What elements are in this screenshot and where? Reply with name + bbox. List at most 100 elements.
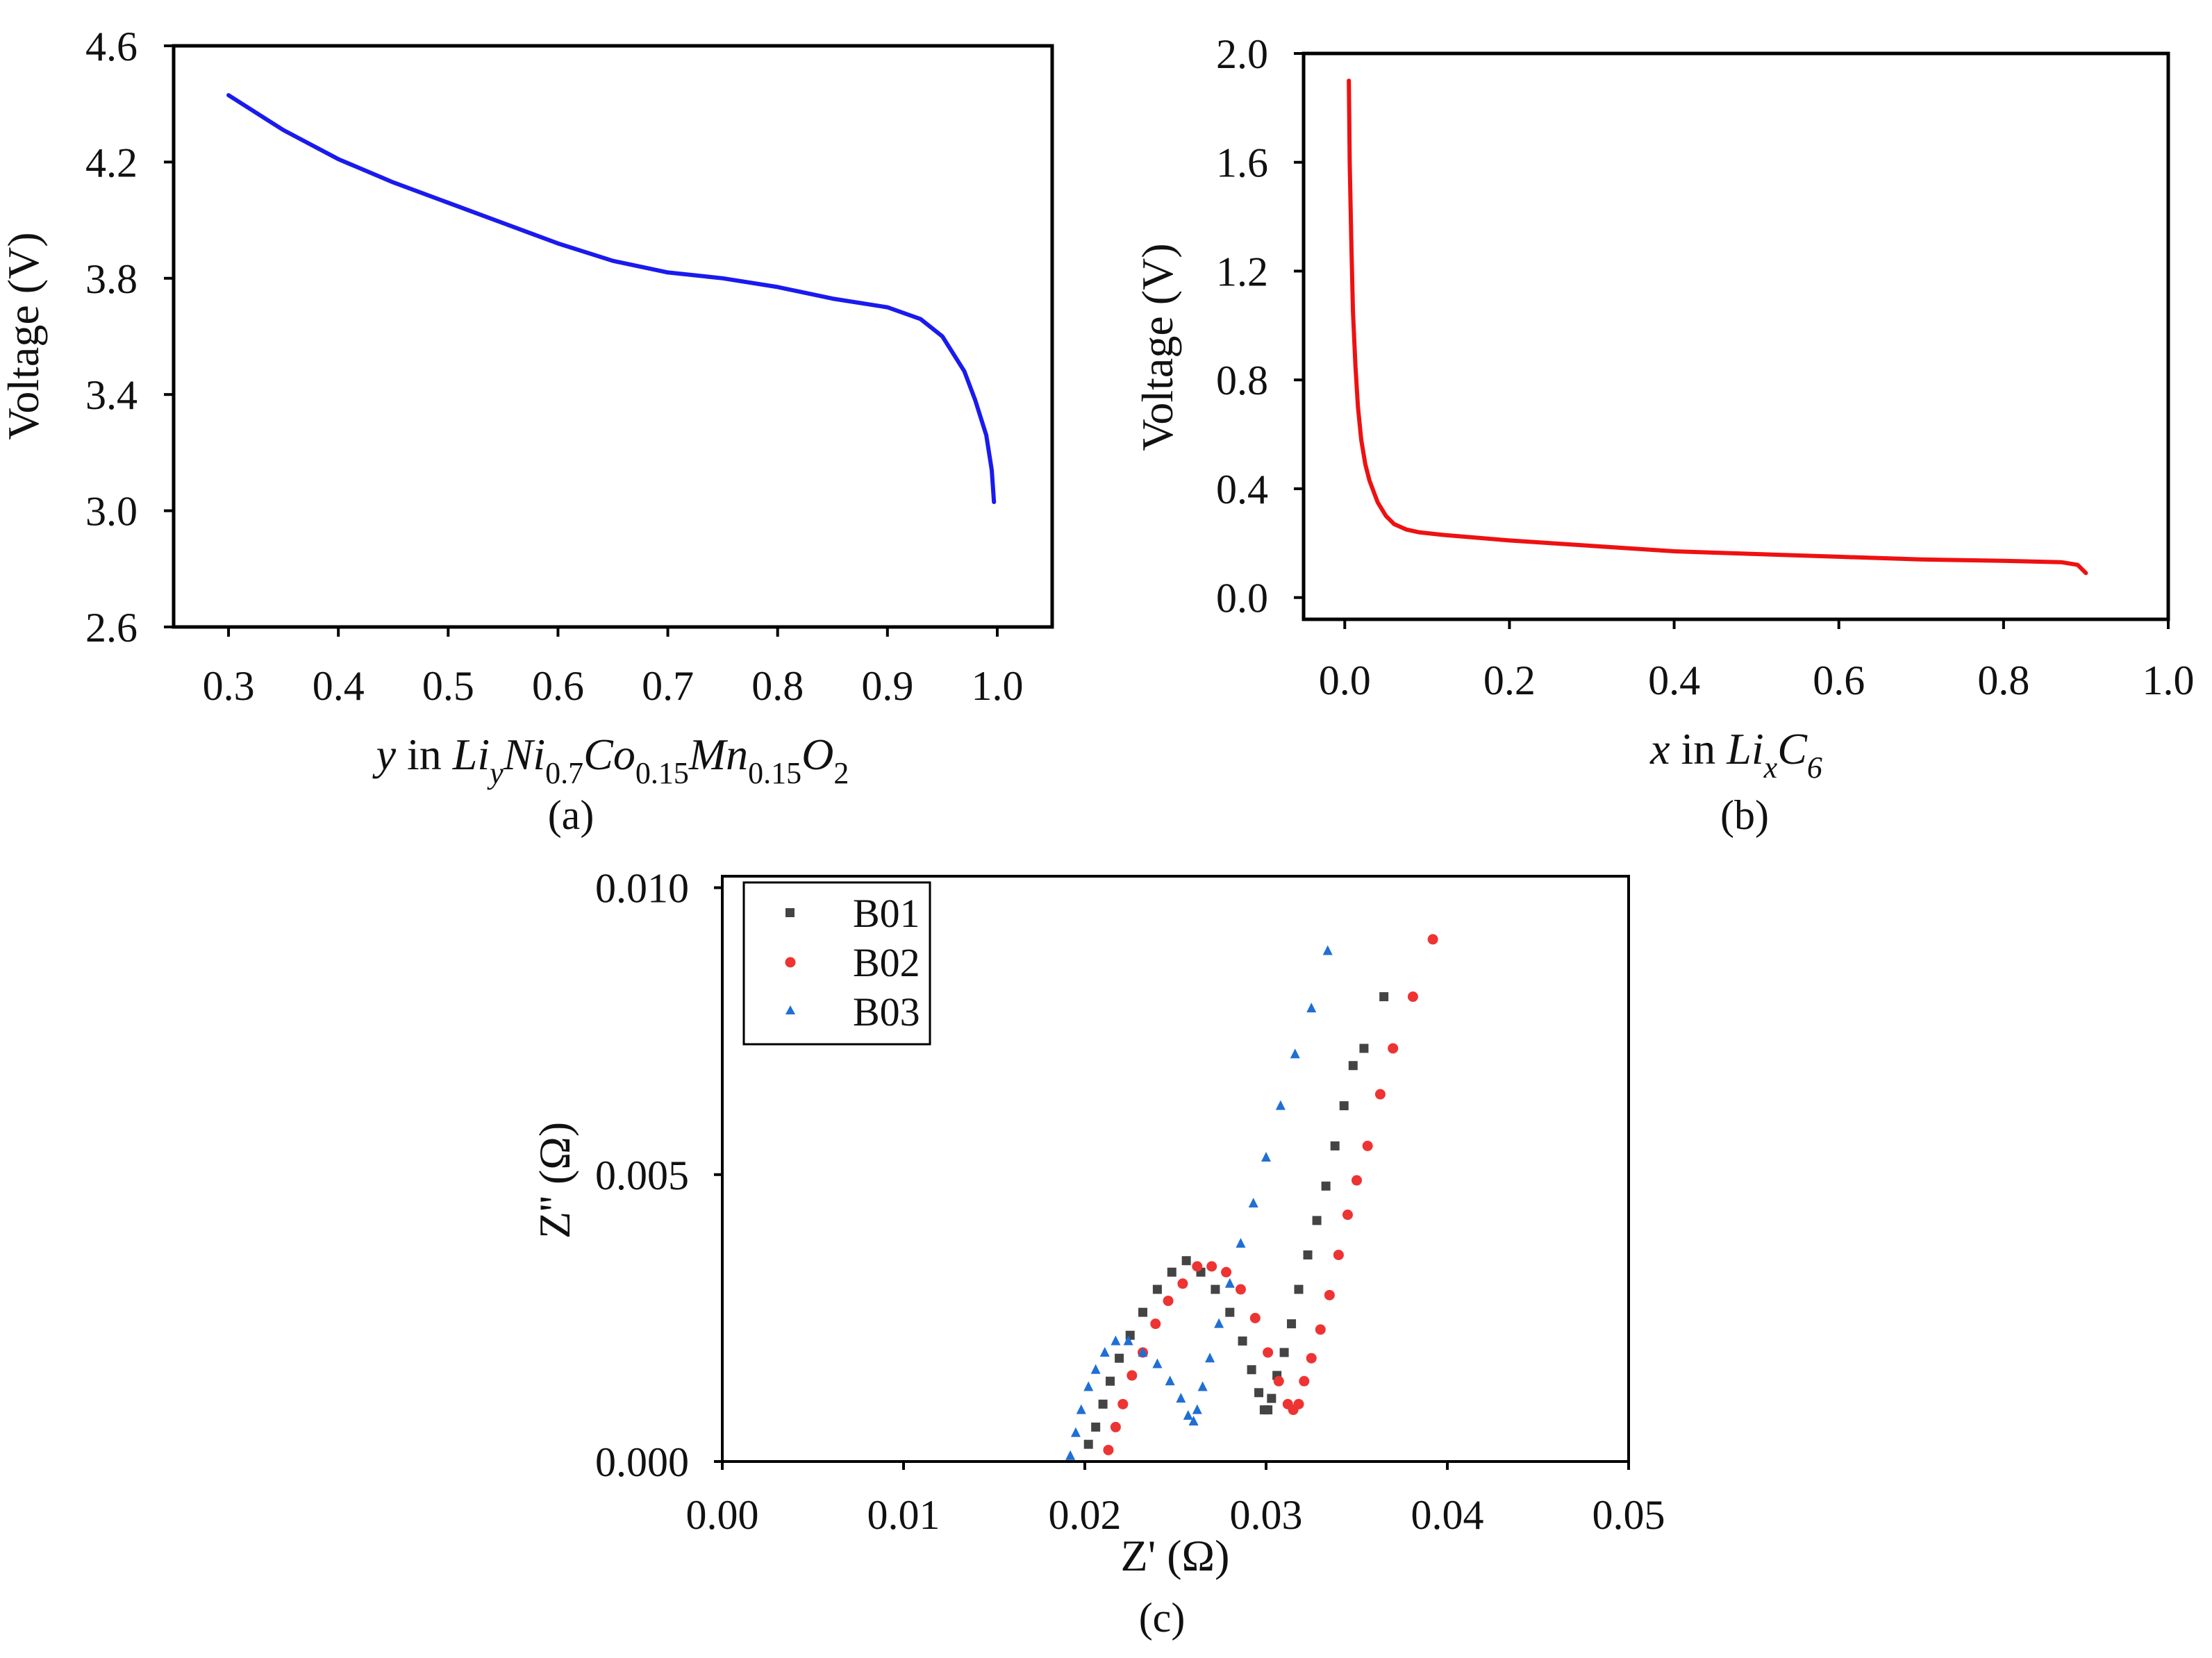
chart-b-x-label: x in LixC6 bbox=[1649, 724, 1822, 785]
point-b02 bbox=[1273, 1375, 1284, 1387]
point-b01 bbox=[1348, 1061, 1358, 1071]
point-b01 bbox=[1181, 1256, 1191, 1266]
point-b03 bbox=[1152, 1358, 1163, 1368]
chart-c-panel-label: (c) bbox=[1139, 1595, 1186, 1641]
point-b03 bbox=[1165, 1375, 1175, 1386]
chart-b-panel-label: (b) bbox=[1720, 792, 1769, 838]
chart-a-x-label-mn: Mn bbox=[688, 730, 748, 779]
chart-b-x-tick-label: 0.0 bbox=[1319, 658, 1371, 703]
point-b03 bbox=[1065, 1450, 1076, 1460]
point-b02 bbox=[1315, 1324, 1326, 1335]
point-b02 bbox=[1374, 1089, 1386, 1100]
chart-b-y-tick-label: 0.0 bbox=[1216, 576, 1268, 621]
chart-b-x-tick-label: 0.6 bbox=[1813, 658, 1865, 703]
point-b03 bbox=[1306, 1003, 1317, 1013]
chart-a-y-label: Voltage (V) bbox=[0, 232, 48, 439]
chart-c-x-tick-label: 0.01 bbox=[867, 1492, 940, 1538]
point-b01 bbox=[1287, 1319, 1297, 1329]
chart-a-frame bbox=[172, 44, 1054, 629]
chart-b-x-tick-label: 0.2 bbox=[1483, 658, 1536, 703]
point-b03 bbox=[1224, 1278, 1235, 1288]
chart-a-y-tick-label: 2.6 bbox=[85, 605, 138, 651]
chart-a-y-ticks: 2.6 3.0 3.4 3.8 4.2 4.6 bbox=[85, 24, 174, 651]
point-b02 bbox=[1126, 1370, 1138, 1381]
chart-a-y-tick-label: 4.2 bbox=[85, 140, 138, 185]
point-b01 bbox=[1225, 1307, 1235, 1317]
point-b01 bbox=[1312, 1216, 1322, 1225]
chart-c-y-tick-label: 0.010 bbox=[595, 866, 689, 912]
point-b01 bbox=[1167, 1267, 1176, 1277]
point-b02 bbox=[1306, 1353, 1317, 1364]
legend-label-b03: B03 bbox=[853, 989, 920, 1035]
chart-a-x-tick-label: 0.4 bbox=[313, 663, 365, 709]
point-b03 bbox=[1188, 1416, 1199, 1426]
point-b03 bbox=[1236, 1237, 1246, 1248]
chart-b-y-tick-label: 0.8 bbox=[1216, 358, 1268, 403]
chart-a-y-tick-label: 4.6 bbox=[85, 24, 138, 69]
point-b01 bbox=[1339, 1101, 1349, 1111]
point-b03 bbox=[1205, 1353, 1215, 1363]
chart-c-legend: B01 B02 B03 bbox=[742, 881, 931, 1046]
point-b03 bbox=[1123, 1335, 1133, 1346]
chart-a-x-label-ni: Ni bbox=[503, 730, 545, 779]
chart-a-x-label-var: y bbox=[372, 730, 397, 779]
point-b01 bbox=[1211, 1284, 1220, 1294]
legend-marker-b01 bbox=[785, 908, 795, 917]
chart-b-x-label-in: in bbox=[1670, 724, 1727, 773]
point-b02 bbox=[1324, 1289, 1335, 1300]
point-b01 bbox=[1152, 1284, 1162, 1294]
point-b03 bbox=[1322, 945, 1333, 955]
chart-c-legend-box bbox=[742, 881, 931, 1046]
point-b03 bbox=[1070, 1427, 1081, 1437]
point-b02 bbox=[1249, 1312, 1261, 1323]
point-b02 bbox=[1388, 1043, 1399, 1054]
chart-b-x-ticks: 0.0 0.2 0.4 0.6 0.8 1.0 bbox=[1319, 619, 2195, 703]
point-b03 bbox=[1090, 1364, 1101, 1374]
chart-a-curve-layer bbox=[226, 93, 997, 504]
point-b01 bbox=[1254, 1388, 1264, 1398]
chart-b-x-label-c: C bbox=[1777, 724, 1808, 773]
chart-a-x-label-li-sub: y bbox=[487, 756, 504, 790]
point-b03 bbox=[1261, 1151, 1271, 1162]
chart-a-series-line bbox=[226, 93, 997, 504]
point-b03 bbox=[1076, 1404, 1086, 1414]
point-b01 bbox=[1267, 1393, 1277, 1403]
point-b02 bbox=[1427, 934, 1438, 945]
point-b01 bbox=[1091, 1422, 1101, 1432]
point-b02 bbox=[1407, 991, 1418, 1003]
point-b03 bbox=[1138, 1346, 1148, 1357]
chart-a-x-label-o-sub: 2 bbox=[833, 756, 849, 790]
point-b02 bbox=[1150, 1318, 1161, 1330]
chart-a-x-label-in: in bbox=[396, 730, 453, 779]
chart-a-x-label-o: O bbox=[801, 730, 833, 779]
point-b02 bbox=[1192, 1261, 1203, 1272]
point-b03 bbox=[1192, 1404, 1202, 1414]
point-b02 bbox=[1342, 1209, 1353, 1221]
point-b02 bbox=[1299, 1375, 1310, 1387]
chart-c-y-label: Z'' (Ω) bbox=[530, 1122, 579, 1239]
point-b01 bbox=[1106, 1376, 1115, 1386]
chart-b-y-label: Voltage (V) bbox=[1133, 243, 1182, 451]
point-b01 bbox=[1083, 1439, 1093, 1449]
point-b02 bbox=[1206, 1261, 1217, 1272]
chart-c-x-tick-label: 0.05 bbox=[1593, 1492, 1665, 1538]
point-b02 bbox=[1235, 1284, 1246, 1295]
legend-label-b01: B01 bbox=[853, 891, 920, 936]
chart-c-points-layer bbox=[1065, 934, 1438, 1460]
point-b01 bbox=[1238, 1336, 1247, 1346]
point-b02 bbox=[1110, 1421, 1121, 1432]
chart-a-x-label-co: Co bbox=[583, 730, 635, 779]
point-b01 bbox=[1303, 1250, 1313, 1259]
point-b01 bbox=[1359, 1044, 1369, 1053]
chart-c-x-tick-label: 0.02 bbox=[1049, 1492, 1122, 1538]
chart-a: 0.3 0.4 0.5 0.6 0.7 0.8 0.9 1.0 2.6 3.0 3.4 3.8 4.2… bbox=[0, 24, 1054, 838]
chart-c-frame bbox=[721, 875, 1630, 1463]
point-b03 bbox=[1214, 1318, 1224, 1328]
legend-label-b02: B02 bbox=[853, 940, 920, 985]
chart-c: 0.00 0.01 0.02 0.03 0.04 0.05 0.000 0.005 0.010… bbox=[530, 866, 1665, 1641]
chart-a-x-label: y in LiyNi0.7Co0.15Mn0.15O2 bbox=[372, 730, 849, 790]
point-b02 bbox=[1263, 1347, 1274, 1358]
point-b03 bbox=[1197, 1381, 1208, 1391]
chart-c-x-tick-label: 0.04 bbox=[1411, 1492, 1484, 1538]
point-b03 bbox=[1183, 1409, 1193, 1420]
